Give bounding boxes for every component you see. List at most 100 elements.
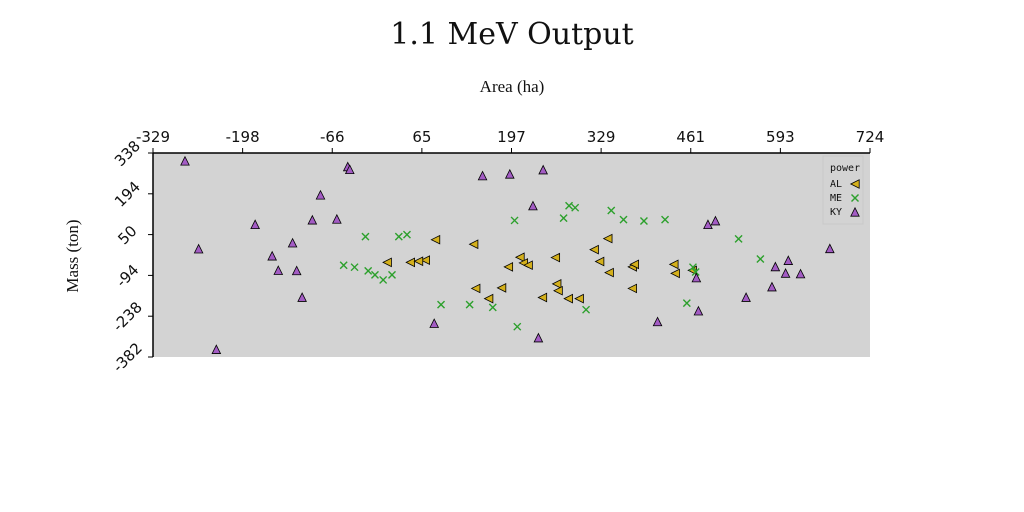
marker-ky bbox=[504, 168, 515, 179]
marker-me bbox=[402, 230, 411, 239]
marker-me bbox=[513, 322, 522, 331]
chart-title: 1.1 MeV Output bbox=[390, 17, 633, 52]
marker-ky bbox=[287, 237, 298, 248]
marker-ky bbox=[741, 292, 751, 302]
x-tick-label: 724 bbox=[856, 128, 885, 146]
marker-me bbox=[682, 299, 691, 308]
marker-al bbox=[496, 283, 507, 293]
marker-ky bbox=[770, 261, 781, 272]
marker-me bbox=[691, 268, 700, 276]
marker-ky bbox=[344, 164, 355, 175]
marker-me bbox=[619, 215, 628, 224]
marker-me bbox=[388, 270, 396, 279]
marker-ky bbox=[780, 268, 791, 278]
legend: power AL ME KY bbox=[822, 155, 864, 225]
marker-al bbox=[668, 259, 679, 270]
marker-ky bbox=[273, 265, 284, 275]
data-markers bbox=[180, 155, 835, 354]
marker-ky bbox=[297, 292, 307, 302]
marker-me bbox=[465, 300, 474, 309]
marker-ky bbox=[211, 344, 222, 354]
legend-marker-me bbox=[851, 194, 859, 202]
marker-al bbox=[629, 259, 640, 270]
marker-al bbox=[537, 292, 548, 303]
marker-al bbox=[523, 260, 533, 271]
x-tick-label: -198 bbox=[226, 128, 260, 146]
marker-ky bbox=[533, 332, 544, 343]
marker-al bbox=[470, 283, 481, 294]
x-tick-label: 461 bbox=[676, 128, 705, 146]
marker-al bbox=[574, 293, 584, 304]
marker-al bbox=[670, 268, 680, 279]
marker-me bbox=[370, 270, 379, 279]
marker-al bbox=[594, 256, 605, 267]
marker-me bbox=[661, 215, 670, 224]
x-tick-label: 65 bbox=[412, 128, 431, 146]
x-tick-label: 197 bbox=[497, 128, 526, 146]
marker-me bbox=[488, 303, 497, 312]
marker-ky bbox=[331, 213, 342, 224]
y-tick-label: 194 bbox=[111, 178, 144, 211]
plot-area bbox=[153, 153, 870, 357]
marker-al bbox=[553, 285, 563, 296]
marker-al bbox=[468, 239, 479, 250]
x-tick-label: 593 bbox=[766, 128, 795, 146]
marker-ky bbox=[250, 219, 260, 230]
y-tick-label: -94 bbox=[112, 261, 142, 291]
marker-me bbox=[688, 263, 697, 272]
marker-ky bbox=[180, 155, 190, 166]
marker-ky bbox=[795, 268, 806, 279]
marker-me bbox=[639, 217, 648, 225]
y-tick-label: -238 bbox=[109, 298, 146, 335]
marker-me bbox=[394, 232, 403, 241]
marker-al bbox=[550, 252, 561, 263]
marker-ky bbox=[315, 189, 326, 200]
marker-ky bbox=[538, 164, 549, 175]
marker-ky bbox=[703, 219, 713, 230]
marker-ky bbox=[652, 316, 663, 327]
x-tick-label: 329 bbox=[587, 128, 616, 146]
legend-marker-ky bbox=[850, 206, 860, 217]
marker-al bbox=[430, 234, 441, 245]
y-axis-label: Mass (ton) bbox=[63, 219, 82, 292]
marker-ky bbox=[477, 170, 488, 181]
marker-al bbox=[382, 257, 392, 268]
marker-al bbox=[627, 283, 637, 294]
x-axis-label: Area (ha) bbox=[480, 77, 545, 96]
marker-me bbox=[437, 300, 446, 309]
marker-ky bbox=[528, 200, 538, 211]
marker-me bbox=[510, 216, 519, 225]
marker-me bbox=[350, 263, 359, 272]
x-tick-label: -329 bbox=[136, 128, 170, 146]
marker-al bbox=[420, 255, 430, 265]
marker-ky bbox=[193, 243, 204, 254]
y-tick-label: 50 bbox=[114, 222, 140, 248]
marker-me bbox=[559, 214, 568, 223]
marker-me bbox=[734, 234, 743, 243]
marker-me bbox=[339, 261, 348, 270]
marker-al bbox=[589, 244, 599, 255]
marker-me bbox=[565, 201, 574, 210]
legend-marker-al bbox=[849, 179, 860, 189]
marker-me bbox=[607, 206, 616, 215]
marker-me bbox=[361, 232, 370, 241]
marker-ky bbox=[307, 214, 318, 225]
marker-al bbox=[483, 293, 494, 304]
marker-ky bbox=[267, 250, 278, 261]
marker-al bbox=[604, 267, 614, 278]
marker-ky bbox=[693, 305, 704, 316]
legend-label-ky: KY bbox=[830, 207, 842, 218]
marker-al bbox=[514, 252, 525, 263]
marker-me bbox=[571, 203, 580, 212]
marker-al bbox=[413, 256, 424, 267]
marker-ky bbox=[691, 272, 702, 283]
marker-me bbox=[582, 305, 591, 314]
marker-al bbox=[503, 262, 514, 272]
marker-al bbox=[563, 293, 573, 304]
marker-al bbox=[602, 233, 613, 244]
marker-ky bbox=[291, 265, 302, 276]
marker-ky bbox=[783, 255, 794, 265]
y-tick-label: -382 bbox=[109, 339, 146, 376]
